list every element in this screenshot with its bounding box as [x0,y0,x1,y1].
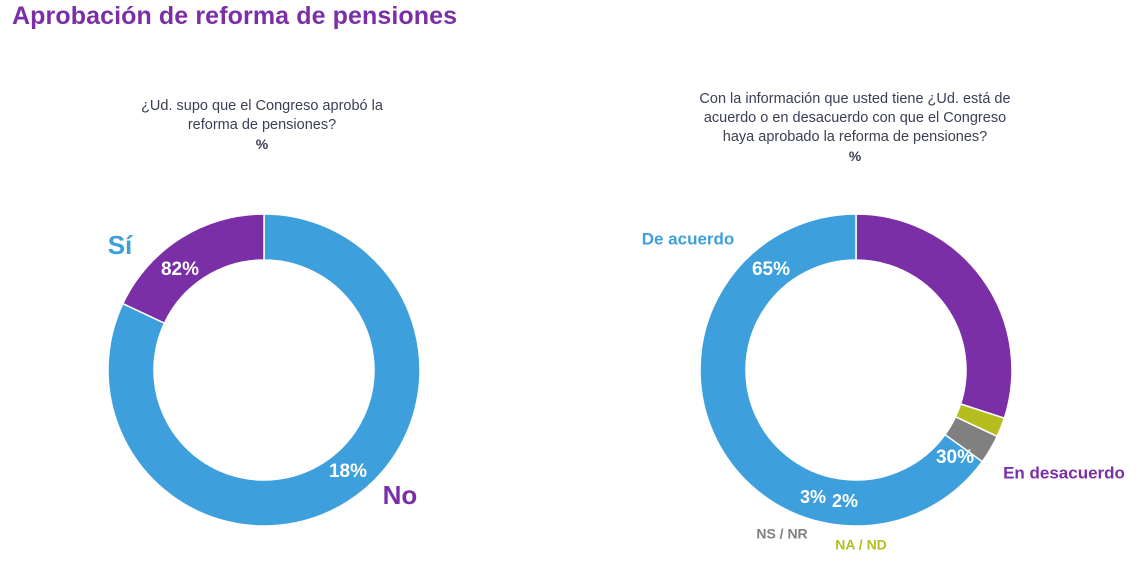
page-title: Aprobación de reforma de pensiones [12,2,458,30]
category-label-de-acuerdo: De acuerdo [642,229,735,248]
category-label-na-nd: NA / ND [835,537,887,553]
chart-1-unit: % [255,136,269,152]
chart-2-question-line-1: Con la información que usted tiene ¿Ud. … [699,91,1011,107]
donut-chart-1: 82% 18% Sí No [107,213,421,527]
donut-chart-2: 65% 30% 2% 3% De acuerdo En desacuerdo NA / ND… [642,213,1125,553]
chart-2-question-line-2: acuerdo o en desacuerdo con que el Congr… [703,110,1007,126]
chart-2-unit: % [848,148,862,164]
slice-si [107,213,421,527]
slice-de-acuerdo [699,213,984,527]
value-label-de-acuerdo: 65% [752,259,790,280]
chart-1-question-line-1: ¿Ud. supo que el Congreso aprobó la [141,98,383,114]
category-label-ns-nr: NS / NR [756,526,807,542]
value-label-en-desacuerdo: 30% [936,447,974,468]
category-label-en-desacuerdo: En desacuerdo [1003,463,1125,482]
chart-1-question: ¿Ud. supo que el Congreso aprobó la refo… [92,97,432,154]
category-label-no: No [383,480,418,510]
value-label-na-nd: 2% [832,491,858,511]
value-label-no: 18% [329,461,367,482]
chart-2-question: Con la información que usted tiene ¿Ud. … [640,90,1070,166]
slice-en-desacuerdo [855,213,1013,420]
chart-1-question-line-2: reforma de pensiones? [187,117,337,133]
value-label-si: 82% [161,259,199,280]
slice-no [121,213,265,325]
category-label-si: Sí [108,230,133,260]
value-label-ns-nr: 3% [800,487,826,507]
chart-2-question-line-3: haya aprobado la reforma de pensiones? [722,129,988,145]
